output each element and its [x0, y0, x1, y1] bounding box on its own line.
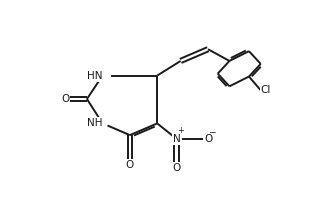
Text: O: O	[173, 163, 181, 173]
Text: HN: HN	[87, 70, 103, 81]
Text: +: +	[177, 126, 184, 135]
Text: Cl: Cl	[261, 85, 271, 95]
Text: −: −	[208, 128, 215, 137]
Text: O: O	[126, 161, 134, 170]
Text: N: N	[173, 134, 181, 144]
Text: NH: NH	[87, 118, 103, 128]
Text: O: O	[204, 134, 212, 144]
Text: O: O	[61, 94, 69, 104]
